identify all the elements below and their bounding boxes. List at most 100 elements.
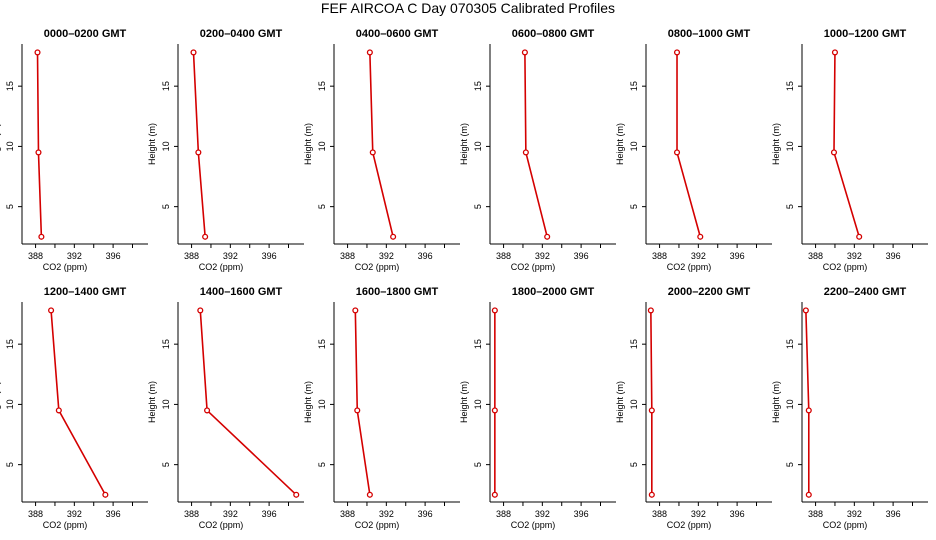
profile-line: [650, 310, 653, 495]
x-tick-label: 392: [535, 251, 550, 261]
profile-point: [369, 149, 376, 156]
x-tick-label: 396: [418, 509, 433, 519]
profile-panel: 0200–0400 GMT 388 392 396 5 10 15 CO2 (ppm) Heig…: [147, 28, 304, 272]
panel-title: 1400–1600 GMT: [200, 286, 283, 298]
x-tick-label: 392: [535, 509, 550, 519]
y-tick-label: 10: [473, 141, 483, 151]
x-axis-label: CO2 (ppm): [667, 262, 712, 272]
profile-point: [522, 149, 529, 156]
y-tick-label: 5: [317, 204, 327, 209]
y-tick-label: 15: [317, 81, 327, 91]
y-tick-label: 5: [473, 204, 483, 209]
y-tick-label: 15: [5, 81, 15, 91]
profile-line: [524, 52, 548, 237]
profile-point: [195, 149, 202, 156]
profile-line: [369, 52, 394, 237]
y-tick-label: 10: [5, 399, 15, 409]
y-tick-label: 15: [5, 339, 15, 349]
y-tick-label: 5: [317, 462, 327, 467]
y-tick-label: 10: [5, 141, 15, 151]
x-tick-label: 392: [847, 509, 862, 519]
profile-line: [833, 52, 860, 238]
x-tick-label: 392: [847, 251, 862, 261]
y-tick-label: 5: [629, 204, 639, 209]
y-tick-label: 15: [317, 339, 327, 349]
panel-title: 0200–0400 GMT: [200, 28, 283, 40]
x-tick-label: 396: [262, 251, 277, 261]
y-axis-label: Height (m): [771, 123, 781, 165]
profile-point: [190, 49, 197, 56]
y-tick-label: 15: [629, 81, 639, 91]
x-tick-label: 388: [28, 509, 43, 519]
x-tick-label: 396: [106, 251, 121, 261]
x-tick-label: 392: [67, 251, 82, 261]
x-tick-label: 388: [652, 509, 667, 519]
x-tick-label: 396: [418, 251, 433, 261]
profile-point: [697, 233, 704, 240]
x-axis-label: CO2 (ppm): [511, 520, 556, 530]
y-tick-label: 5: [161, 462, 171, 467]
profile-point: [34, 49, 41, 56]
y-tick-label: 15: [473, 339, 483, 349]
profile-point: [673, 149, 681, 156]
panels-grid: 0000–0200 GMT 388 392 396 5 10 15 CO2 (ppm) Heig…: [0, 28, 928, 530]
profile-point: [805, 407, 812, 414]
y-tick-label: 5: [785, 462, 795, 467]
x-tick-label: 388: [496, 509, 511, 519]
profile-point: [805, 491, 812, 498]
y-axis-label: Height (m): [147, 381, 157, 423]
x-axis-label: CO2 (ppm): [511, 262, 556, 272]
y-tick-label: 5: [5, 204, 15, 209]
y-tick-label: 5: [785, 204, 795, 209]
panel-title: 0800–1000 GMT: [668, 28, 751, 40]
profile-line: [199, 310, 297, 496]
x-tick-label: 396: [886, 251, 901, 261]
profile-point: [352, 307, 359, 314]
x-tick-label: 388: [340, 251, 355, 261]
profile-point: [35, 149, 42, 156]
profile-point: [390, 233, 397, 240]
y-tick-label: 10: [629, 141, 639, 151]
profile-point: [48, 307, 55, 314]
x-axis-label: CO2 (ppm): [823, 520, 868, 530]
panel-title: 1200–1400 GMT: [44, 286, 127, 298]
profile-point: [293, 491, 300, 498]
profile-line: [50, 310, 107, 496]
profile-point: [830, 149, 838, 156]
x-tick-label: 392: [379, 251, 394, 261]
profile-line: [354, 310, 371, 495]
y-tick-label: 15: [785, 81, 795, 91]
x-tick-label: 396: [730, 509, 745, 519]
panel-title: 2200–2400 GMT: [824, 286, 907, 298]
x-tick-label: 388: [652, 251, 667, 261]
y-axis-label: Height (m): [459, 381, 469, 423]
x-axis-label: CO2 (ppm): [823, 262, 868, 272]
x-axis-label: CO2 (ppm): [667, 520, 712, 530]
x-axis-label: CO2 (ppm): [355, 262, 400, 272]
x-tick-label: 396: [574, 251, 589, 261]
profile-point: [197, 307, 204, 314]
x-axis-label: CO2 (ppm): [355, 520, 400, 530]
profile-panel: 1800–2000 GMT 388 392 396 5 10 15 CO2 (ppm) Heig…: [459, 286, 616, 530]
panel-title: 1000–1200 GMT: [824, 28, 907, 40]
profile-point: [366, 49, 373, 56]
profile-line: [805, 310, 810, 495]
x-tick-label: 388: [496, 251, 511, 261]
x-tick-label: 396: [262, 509, 277, 519]
x-axis-label: CO2 (ppm): [199, 262, 244, 272]
x-tick-label: 388: [808, 509, 823, 519]
profile-point: [648, 491, 655, 498]
y-tick-label: 10: [629, 399, 639, 409]
profile-line: [192, 52, 206, 237]
y-axis-label: Height (m): [0, 381, 1, 423]
profile-point: [521, 49, 528, 56]
profile-point: [354, 407, 361, 414]
y-tick-label: 10: [317, 141, 327, 151]
profile-point: [202, 233, 209, 240]
profile-point: [856, 233, 863, 240]
profile-point: [55, 407, 62, 414]
y-axis-label: Height (m): [615, 381, 625, 423]
x-tick-label: 396: [106, 509, 121, 519]
x-tick-label: 388: [340, 509, 355, 519]
x-tick-label: 388: [184, 251, 199, 261]
